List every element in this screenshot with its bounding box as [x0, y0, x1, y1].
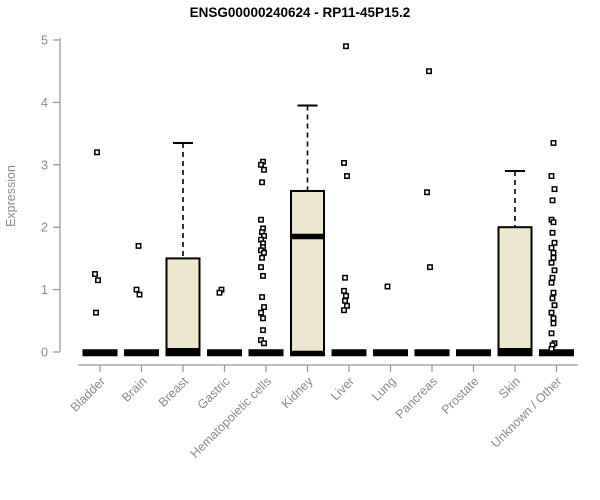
outlier-point — [341, 307, 347, 314]
x-tick-label: Lung — [369, 374, 399, 404]
outlier-point — [260, 315, 266, 322]
outlier-point — [550, 219, 557, 226]
y-tick-label: 0 — [41, 346, 48, 360]
outlier-point — [549, 197, 556, 204]
outlier-point — [551, 267, 558, 274]
outlier-point — [550, 320, 557, 327]
x-tick-label: Breast — [156, 374, 192, 410]
outlier-point — [550, 249, 557, 256]
outlier-point — [92, 271, 98, 277]
x-tick-label: Skin — [496, 374, 523, 401]
outlier-point — [424, 189, 430, 196]
x-tick-label: Liver — [328, 374, 357, 403]
outlier-point — [95, 277, 101, 284]
x-tick-label: Pancreas — [393, 374, 440, 421]
outlier-point — [258, 161, 264, 168]
outlier-point — [551, 186, 558, 193]
outlier-point — [261, 166, 267, 173]
outlier-point — [549, 229, 556, 236]
outlier-point — [550, 140, 557, 146]
outlier-point — [341, 287, 347, 294]
x-tick-label: Bladder — [68, 374, 108, 414]
outlier-point — [550, 315, 557, 322]
y-tick-label: 3 — [41, 158, 48, 172]
outlier-point — [548, 309, 555, 316]
outlier-point — [258, 309, 264, 316]
y-tick-label: 1 — [41, 283, 48, 297]
chart-title: ENSG00000240624 - RP11-45P15.2 — [190, 5, 411, 20]
outlier-point — [261, 232, 267, 239]
outlier-point — [261, 304, 267, 311]
outlier-point — [135, 242, 142, 249]
outlier-point — [344, 173, 350, 179]
outlier-point — [548, 279, 555, 286]
outlier-point — [260, 272, 266, 279]
outlier-point — [550, 289, 557, 296]
outlier-point — [549, 274, 556, 281]
outlier-point — [551, 302, 558, 309]
x-tick-label: Hematopoietic cells — [188, 374, 275, 461]
y-tick-label: 2 — [41, 221, 48, 235]
outlier-point — [136, 291, 143, 298]
outlier-point — [259, 254, 265, 261]
outlier-point — [216, 289, 223, 296]
outlier-point — [261, 249, 267, 256]
outlier-point — [343, 43, 349, 50]
y-tick-label: 5 — [41, 34, 48, 48]
outlier-point — [548, 173, 555, 179]
outlier-point — [549, 295, 556, 302]
x-tick-label: Gastric — [195, 374, 233, 412]
outlier-point — [343, 292, 349, 299]
outlier-point — [551, 239, 558, 246]
outlier-point — [259, 179, 265, 186]
outlier-point — [344, 302, 350, 309]
x-tick-label: Prostate — [439, 374, 482, 417]
outlier-point — [341, 159, 347, 166]
outlier-point — [259, 294, 265, 301]
outlier-point — [258, 216, 264, 223]
outlier-point — [260, 327, 266, 334]
box — [290, 190, 325, 353]
outlier-point — [548, 330, 555, 337]
box — [165, 257, 201, 353]
boxes-layer — [82, 43, 574, 357]
y-tick-label: 4 — [41, 96, 48, 110]
x-tick-label: Kidney — [279, 374, 316, 411]
outlier-point — [384, 283, 391, 290]
outlier-point — [550, 254, 557, 261]
outlier-point — [261, 340, 267, 347]
outlier-point — [342, 297, 348, 304]
outlier-point — [426, 68, 432, 75]
outlier-point — [427, 264, 433, 271]
outlier-point — [548, 345, 555, 352]
x-tick-label: Brain — [119, 374, 150, 405]
outlier-point — [258, 264, 264, 271]
outlier-point — [93, 309, 99, 316]
outlier-point — [94, 149, 100, 156]
box — [497, 226, 533, 353]
outlier-point — [133, 286, 140, 293]
x-tick-label: Unknown / Other — [488, 374, 564, 450]
outlier-point — [548, 259, 555, 266]
outlier-point — [342, 274, 348, 281]
outlier-point — [258, 337, 264, 344]
y-axis-label: Expression — [4, 165, 18, 227]
outlier-point — [548, 244, 555, 251]
